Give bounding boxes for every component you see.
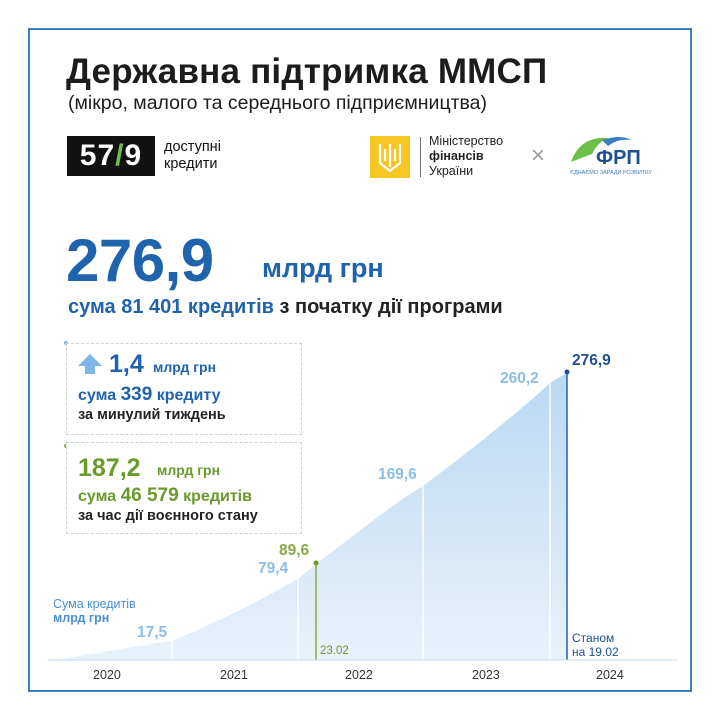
arrow-up-icon [78, 354, 102, 374]
weekly-unit: млрд грн [153, 359, 217, 375]
y-axis-label: Сума кредитів млрд грн [53, 597, 136, 625]
weekly-amount: 1,4 [109, 350, 144, 378]
page-title: Державна підтримка ММСП [66, 52, 548, 91]
total-unit: млрд грн [262, 253, 384, 283]
weekly-period: за минулий тиждень [78, 407, 226, 423]
frp-arc-icon [571, 137, 632, 162]
x-tick-2024: 2024 [596, 668, 624, 682]
weekly-stats-card: 1,4 млрд грн сума 339 кредиту за минулий… [66, 343, 302, 435]
wartime-period: за час дії воєнного стану [78, 508, 258, 524]
point-label-war-start: 89,6 [279, 542, 310, 559]
chart-area [50, 372, 567, 660]
program-logo-text: доступні кредити [164, 139, 221, 172]
frp-logo: ФРП ЄДНАЄМО ЗАРАДИ РОЗВИТКУ [568, 132, 668, 182]
x-tick-2021: 2021 [220, 668, 248, 682]
total-description: сума 81 401 кредитів з початку дії прогр… [68, 296, 503, 318]
logo-divider [420, 136, 421, 177]
total-amount: 276,9 [66, 227, 214, 294]
wartime-stats-card: 187,2 млрд грн сума 46 579 кредитів за ч… [66, 442, 302, 534]
point-label-2021: 79,4 [258, 560, 289, 577]
partnership-x-icon: × [531, 142, 546, 169]
weekly-credits: сума 339 кредиту [78, 384, 221, 405]
program-logo-mark: 57/9 [67, 136, 155, 176]
point-label-2020: 17,5 [137, 624, 168, 641]
x-tick-2022: 2022 [345, 668, 373, 682]
x-tick-2020: 2020 [93, 668, 121, 682]
point-label-2022: 169,6 [378, 466, 417, 483]
war-start-date: 23.02 [320, 645, 349, 657]
page-subtitle: (мікро, малого та середнього підприємниц… [68, 92, 488, 114]
point-label-2023: 260,2 [500, 370, 539, 387]
trident-icon [370, 135, 410, 178]
ministry-logo: Міністерство фінансів України [370, 134, 503, 179]
wartime-amount: 187,2 [78, 454, 141, 482]
x-tick-2023: 2023 [472, 668, 500, 682]
wartime-credits: сума 46 579 кредитів [78, 485, 252, 506]
program-logo: 57/9 доступні кредити [67, 136, 221, 176]
wartime-unit: млрд грн [157, 462, 221, 478]
point-label-current: 276,9 [572, 352, 611, 369]
as-of-date: Станом на 19.02 [572, 631, 619, 659]
